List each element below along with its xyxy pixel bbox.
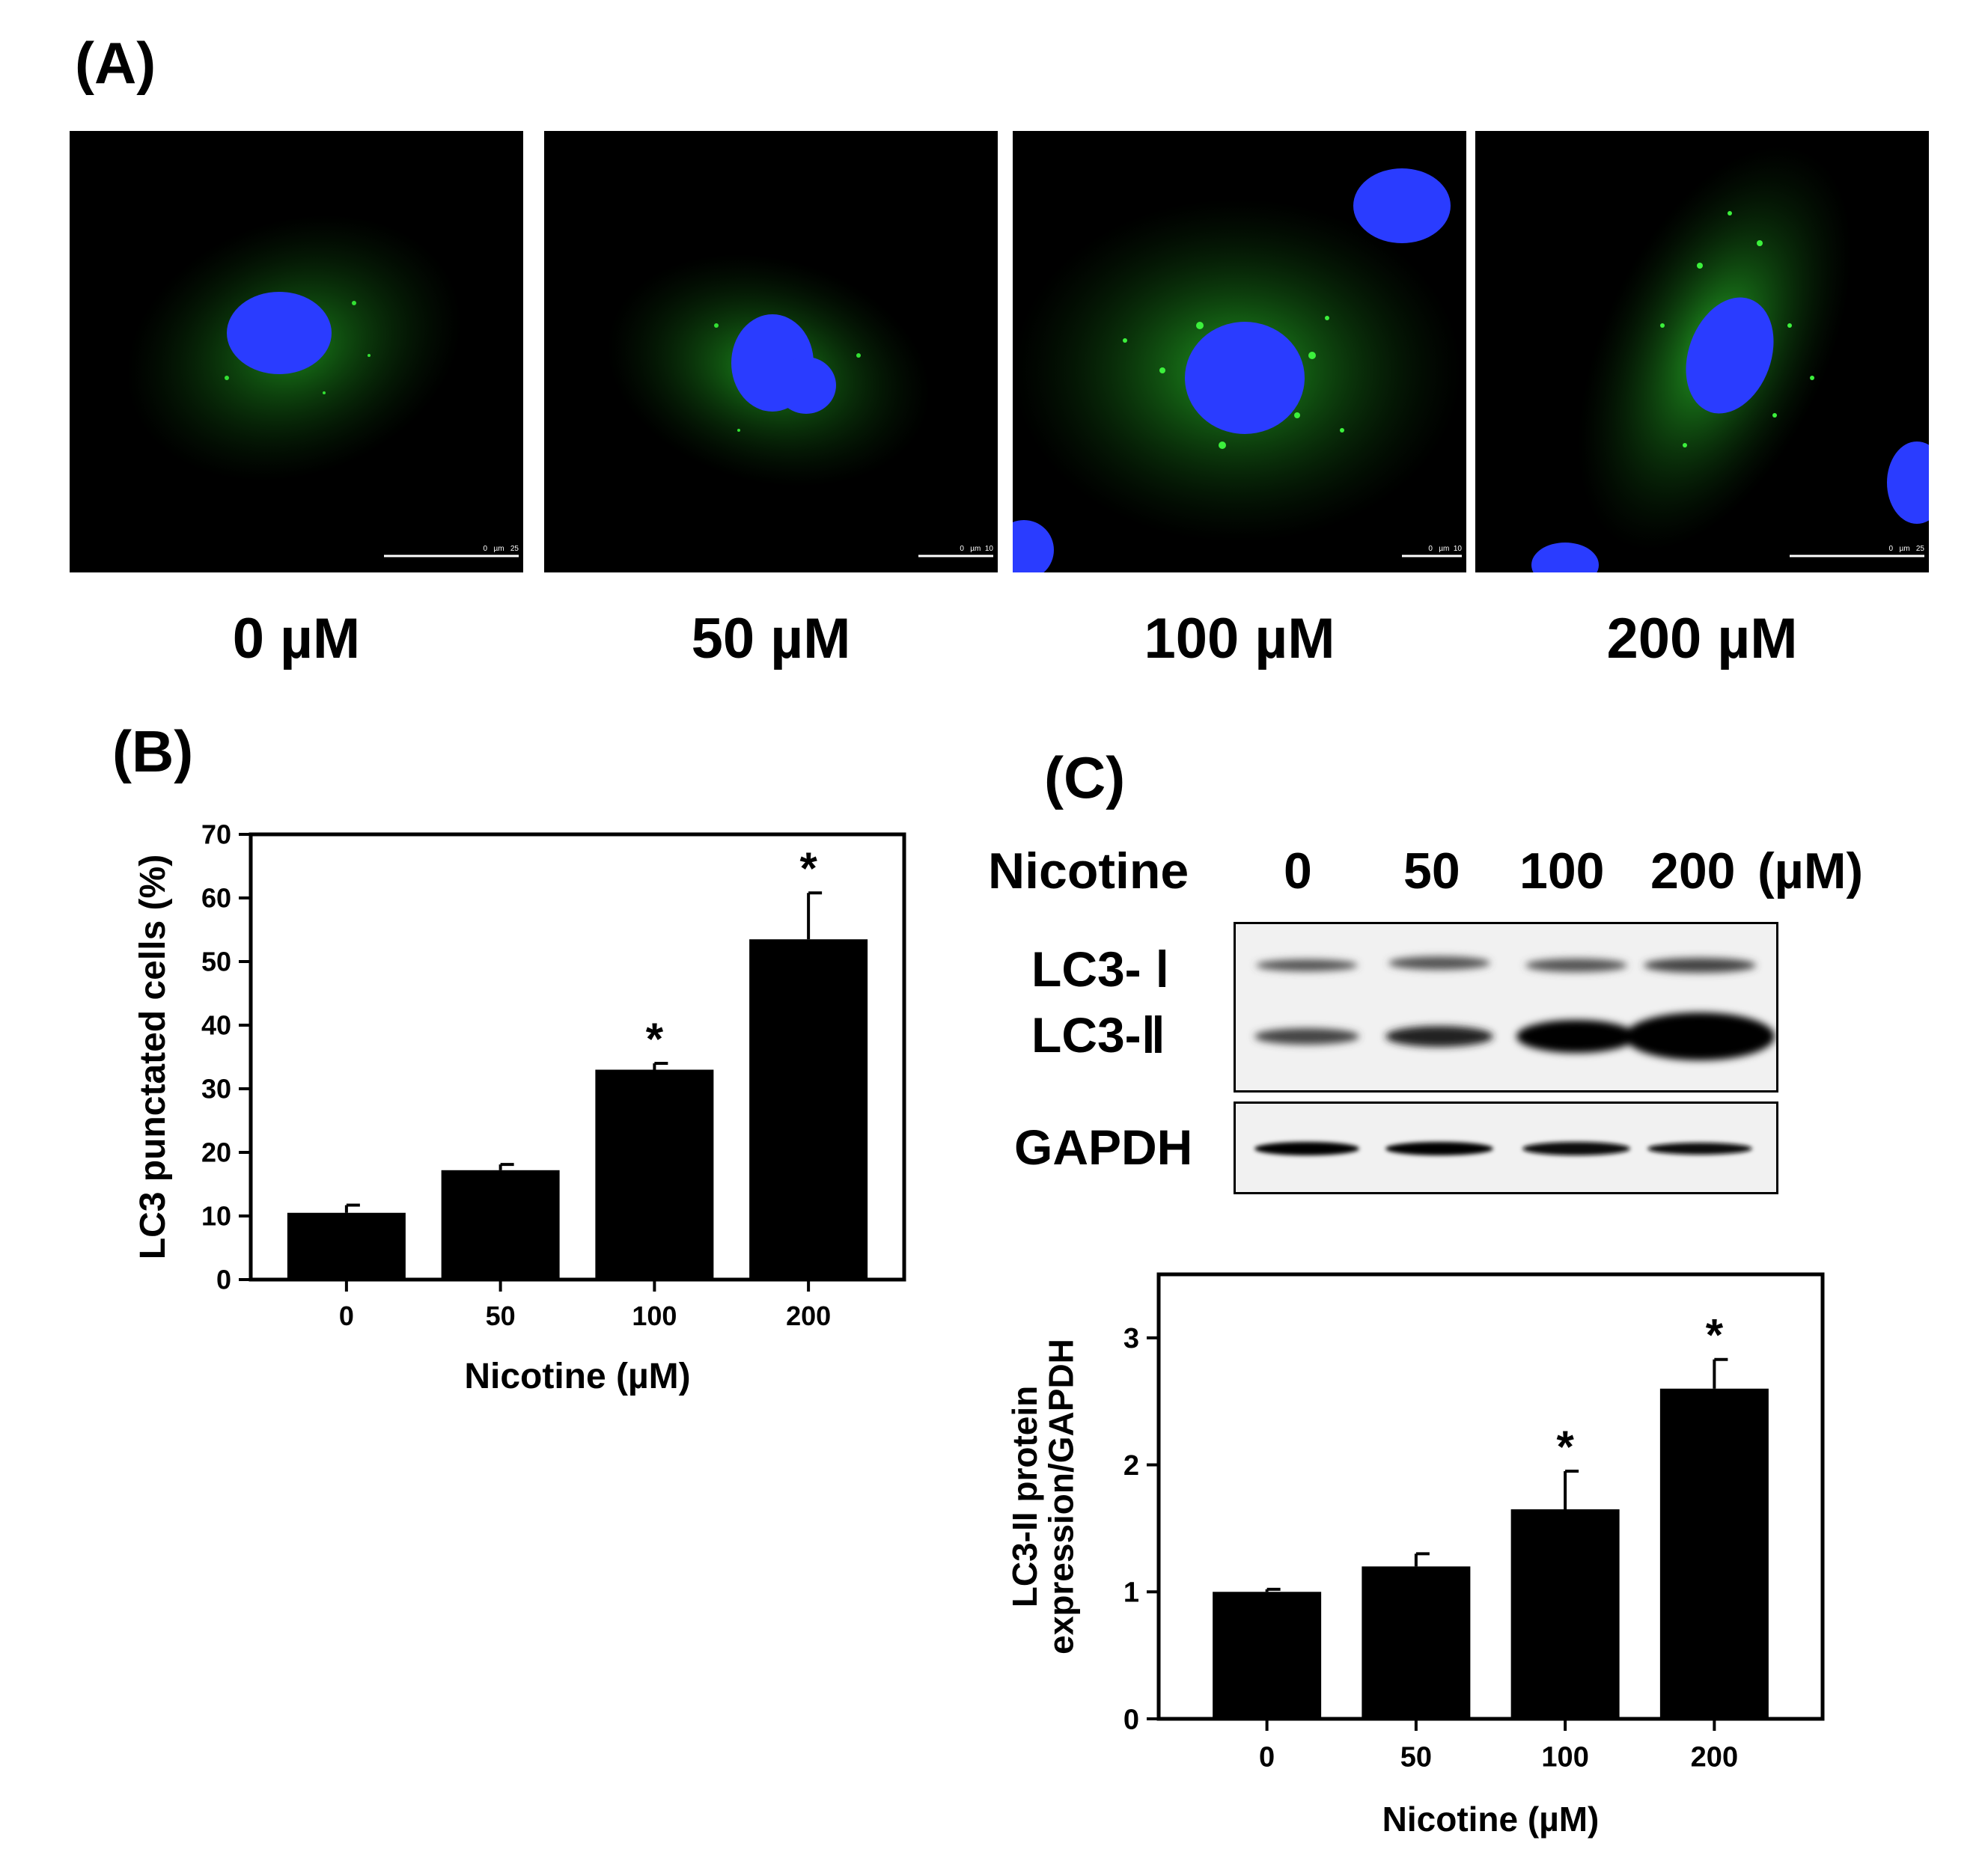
micrograph-0: 0 µm 25 bbox=[70, 131, 523, 572]
x-tick-label: 200 bbox=[786, 1301, 831, 1331]
micrograph-label-50: 50 µM bbox=[691, 607, 851, 670]
y-tick-label: 70 bbox=[201, 819, 231, 850]
panel-label-b: (B) bbox=[112, 718, 194, 784]
x-tick-label: 50 bbox=[486, 1301, 516, 1331]
y-tick-label: 0 bbox=[216, 1265, 231, 1295]
blot-dose-200: 200 bbox=[1650, 843, 1736, 899]
bar bbox=[287, 1212, 406, 1280]
y-tick-label: 30 bbox=[201, 1074, 231, 1104]
blot-dose-50: 50 bbox=[1403, 843, 1460, 899]
scale-bar-label: 0 µm 25 bbox=[1888, 545, 1924, 553]
panel-label-c: (C) bbox=[1044, 745, 1126, 810]
scale-bar-label: 0 µm 25 bbox=[483, 545, 519, 553]
blot-lc3-membrane bbox=[1234, 922, 1778, 1093]
micrograph-200: 0 µm 25 bbox=[1475, 131, 1929, 572]
y-tick-label: 40 bbox=[201, 1010, 231, 1041]
significance-marker: * bbox=[799, 843, 817, 893]
blot-dose-0: 0 bbox=[1284, 843, 1312, 899]
scale-bar-label: 0 µm 10 bbox=[1428, 545, 1462, 553]
panel-label-a: (A) bbox=[75, 30, 156, 96]
y-tick-label: 50 bbox=[201, 947, 231, 977]
scale-bar-label: 0 µm 10 bbox=[960, 545, 993, 553]
bar bbox=[749, 939, 868, 1280]
micrograph-label-0: 0 µM bbox=[232, 607, 361, 670]
band-label-gapdh: GAPDH bbox=[1014, 1119, 1193, 1175]
bar bbox=[441, 1170, 560, 1280]
blot-dose-100: 100 bbox=[1519, 843, 1605, 899]
bar bbox=[595, 1069, 714, 1280]
blot-treatment-label: Nicotine bbox=[988, 843, 1189, 899]
x-tick-label: 100 bbox=[632, 1301, 677, 1331]
plot-frame bbox=[248, 832, 906, 1282]
y-axis-label: LC3 punctated cells (%) bbox=[133, 855, 173, 1259]
x-tick-label: 0 bbox=[339, 1301, 354, 1331]
band-label-lc3-ii: LC3-Ⅱ bbox=[1031, 1007, 1166, 1063]
micrograph-label-100: 100 µM bbox=[1144, 607, 1335, 670]
blot-gapdh-membrane bbox=[1234, 1101, 1778, 1194]
y-tick-label: 10 bbox=[201, 1201, 231, 1232]
micrograph-100: 0 µm 10 bbox=[1013, 131, 1466, 572]
band-label-lc3-i: LC3- Ⅰ bbox=[1031, 941, 1170, 997]
y-tick-label: 20 bbox=[201, 1137, 231, 1168]
blot-unit: (µM) bbox=[1757, 843, 1864, 899]
x-axis-label: Nicotine (µM) bbox=[464, 1357, 690, 1396]
micrograph-50: 0 µm 10 bbox=[544, 131, 998, 572]
significance-marker: * bbox=[646, 1014, 664, 1064]
y-tick-label: 60 bbox=[201, 883, 231, 914]
micrograph-label-200: 200 µM bbox=[1606, 607, 1798, 670]
